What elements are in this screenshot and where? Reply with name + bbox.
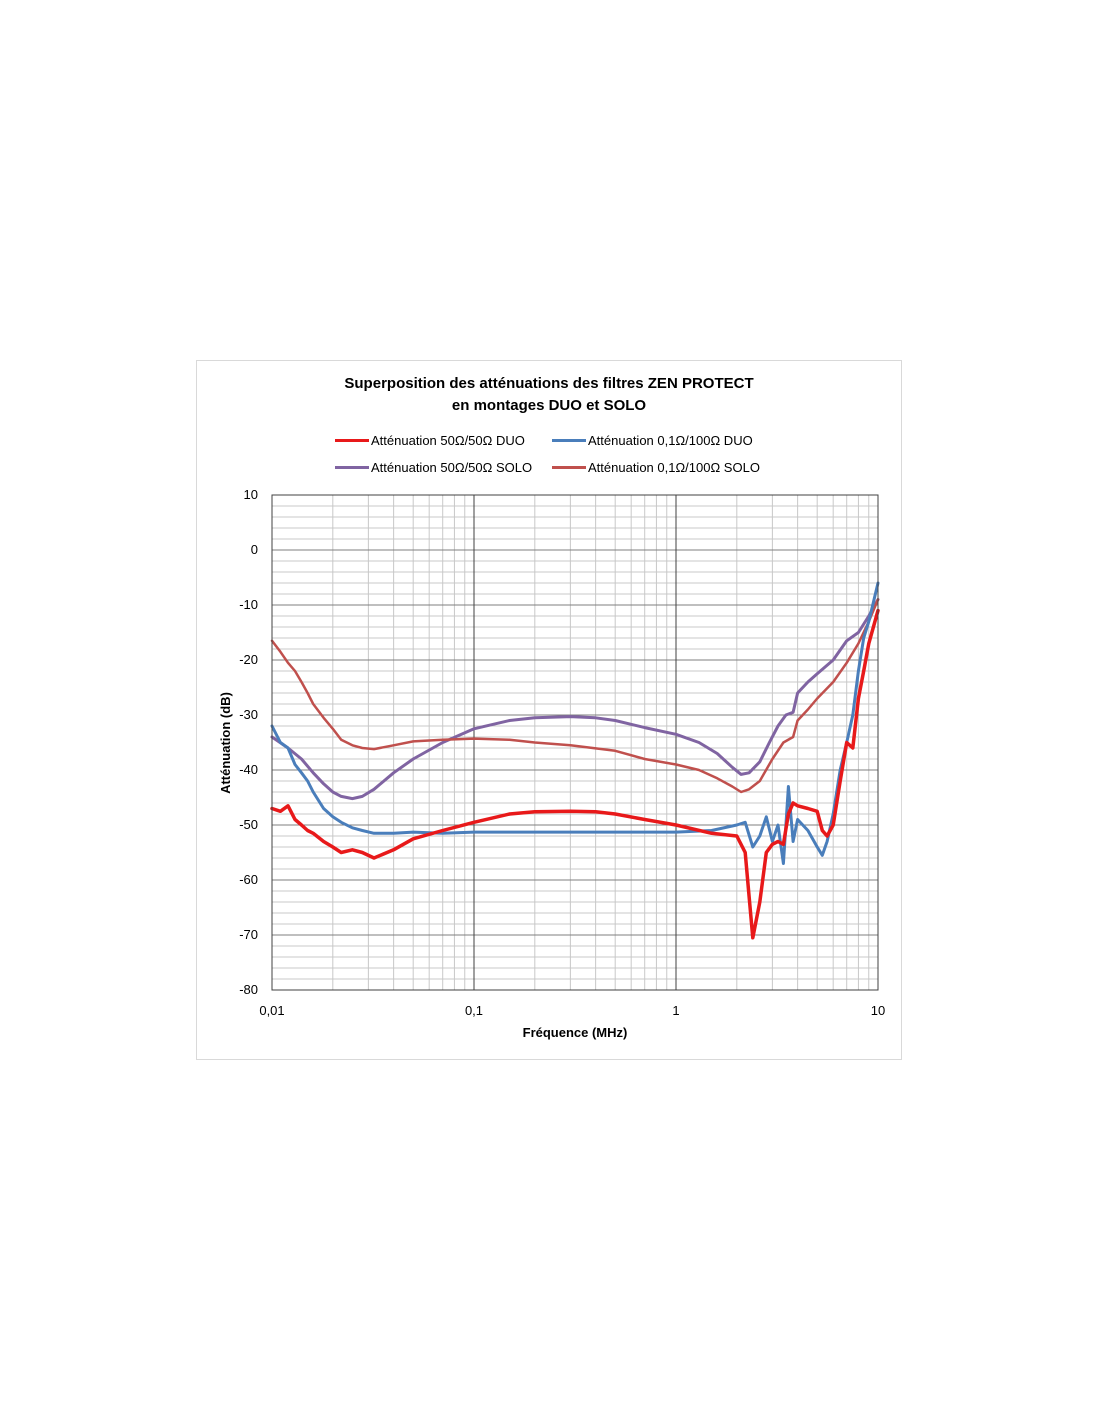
series-layer [270,581,880,940]
legend-label-01-100-solo: Atténuation 0,1Ω/100Ω SOLO [588,459,760,475]
x-tick-label: 0,1 [465,1003,483,1018]
x-axis-title: Fréquence (MHz) [523,1025,628,1040]
legend-swatch-50-50-duo [335,438,369,442]
y-tick-label: -40 [239,762,258,777]
axes: 10 0 -10 -20 -30 -40 -50 -60 -70 -800,01 0,1 1 10 [239,487,885,1018]
legend-label-50-50-duo: Atténuation 50Ω/50Ω DUO [371,432,525,448]
series-line-0 [270,608,880,940]
plot-border [271,494,879,991]
series-line-1 [270,581,880,865]
x-tick-label: 10 [871,1003,885,1018]
legend-swatch-01-100-solo [552,465,586,469]
legend-item-01-100-duo: Atténuation 0,1Ω/100Ω DUO [552,431,753,449]
chart-title-block: Superposition des atténuations des filtr… [196,373,902,417]
legend-item-50-50-duo: Atténuation 50Ω/50Ω DUO [335,431,525,449]
legend-label-01-100-duo: Atténuation 0,1Ω/100Ω DUO [588,432,753,448]
x-tick-label: 1 [672,1003,679,1018]
series-line-3 [270,598,880,794]
y-tick-label: -60 [239,872,258,887]
plot-background [272,495,878,990]
y-tick-label: -50 [239,817,258,832]
y-tick-label: -80 [239,982,258,997]
chart-subtitle: en montages DUO et SOLO [451,397,647,414]
grid [271,494,879,991]
y-tick-label: -10 [239,597,258,612]
y-tick-label: -30 [239,707,258,722]
y-tick-label: -20 [239,652,258,667]
chart-title: Superposition des atténuations des filtr… [344,375,754,392]
legend-item-01-100-solo: Atténuation 0,1Ω/100Ω SOLO [552,458,760,476]
y-axis-title: Atténuation (dB) [218,692,233,794]
y-tick-label: -70 [239,927,258,942]
legend-swatch-50-50-solo [335,465,369,469]
legend-label-50-50-solo: Atténuation 50Ω/50Ω SOLO [371,459,533,475]
y-tick-label: 10 [244,487,258,502]
series-line-2 [270,598,880,801]
legend-item-50-50-solo: Atténuation 50Ω/50Ω SOLO [335,458,532,476]
y-tick-label: 0 [251,542,258,557]
x-tick-label: 0,01 [259,1003,284,1018]
legend-swatch-01-100-duo [552,438,586,442]
